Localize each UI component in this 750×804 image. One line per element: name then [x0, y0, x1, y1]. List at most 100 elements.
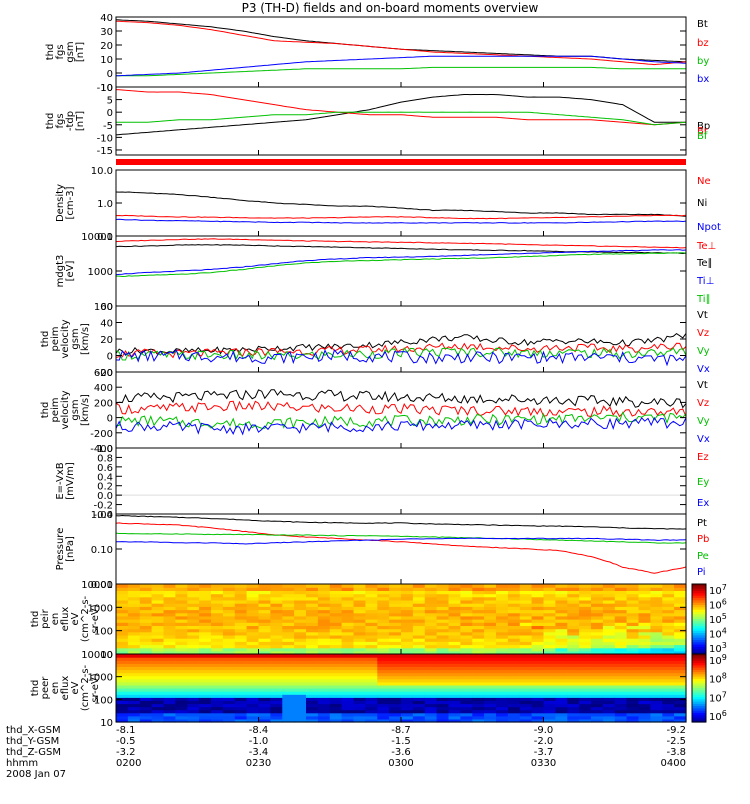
spectrogram-cell	[412, 703, 426, 708]
spectrogram-cell	[306, 638, 319, 642]
spectrogram-cell	[151, 675, 165, 680]
spectrogram-cell	[484, 672, 497, 677]
series-line-bz	[116, 20, 686, 66]
spectrogram-cell	[507, 593, 521, 598]
spectrogram-cell	[555, 619, 568, 623]
spectrogram-cell	[258, 688, 271, 692]
spectrogram-cell	[353, 609, 366, 614]
spectrogram-cell	[579, 619, 592, 623]
y-tick-label: 10	[100, 55, 113, 66]
spectrogram-cell	[234, 587, 248, 591]
spectrogram-cell	[211, 619, 224, 623]
spectrogram-cell	[591, 672, 604, 677]
spectrogram-cell	[484, 631, 497, 636]
legend-entry: Ex	[697, 498, 709, 509]
spectrogram-cell	[211, 657, 224, 661]
spectrogram-cell	[412, 634, 426, 639]
colorbar-swatch	[692, 628, 706, 632]
spectrogram-cell	[436, 684, 450, 689]
spectrogram-cell	[199, 599, 212, 604]
spectrogram-cell	[116, 715, 129, 720]
spectrogram-cell	[211, 599, 224, 604]
colorbar-swatch	[692, 706, 706, 709]
spectrogram-cell	[234, 712, 248, 717]
spectrogram-cell	[626, 615, 640, 620]
colorbar-swatch	[692, 598, 706, 601]
spectrogram-cell	[650, 678, 663, 683]
spectrogram-cell	[484, 599, 497, 604]
spectrogram-cell	[424, 628, 438, 633]
spectrogram-cell	[460, 709, 473, 714]
spectrogram-cell	[353, 657, 366, 661]
spectrogram-cell	[674, 650, 687, 655]
spectrogram-cell	[365, 641, 378, 646]
spectrogram-cell	[496, 631, 509, 636]
spectrogram-cell	[460, 593, 473, 598]
spectrogram-cell	[650, 641, 663, 646]
spectrogram-cell	[650, 638, 663, 642]
spectrogram-cell	[306, 584, 319, 588]
spectrogram-cell	[175, 688, 188, 692]
colorbar-swatch	[692, 647, 706, 650]
spectrogram-cell	[555, 706, 568, 711]
spectrogram-cell	[650, 703, 663, 708]
spectrogram-cell	[567, 669, 580, 674]
spectrogram-cell	[151, 684, 165, 689]
spectrogram-cell	[163, 622, 176, 626]
spectrogram-cell	[282, 603, 295, 607]
spectrogram-cell	[163, 715, 176, 720]
spectrogram-cell	[163, 628, 176, 633]
spectrogram-cell	[151, 666, 165, 671]
spectrogram-cell	[377, 634, 390, 639]
spectrogram-cell	[543, 638, 556, 642]
spectrogram-cell	[270, 663, 283, 667]
spectrogram-cell	[282, 587, 295, 591]
spectrogram-cell	[199, 641, 212, 646]
footer-y-gsm-value: -0.5	[116, 736, 136, 747]
spectrogram-cell	[353, 654, 366, 658]
y-axis-label-line: Pressure	[55, 528, 66, 571]
spectrogram-cell	[484, 638, 497, 642]
panel-3-traces	[116, 238, 686, 278]
spectrogram-cell	[151, 596, 165, 601]
spectrogram-cell	[602, 644, 616, 649]
spectrogram-cell	[472, 703, 485, 708]
spectrogram-cell	[163, 688, 176, 692]
spectrogram-cell	[139, 606, 153, 611]
spectrogram-cell	[306, 688, 319, 692]
spectrogram-cell	[591, 700, 604, 705]
footer-z-gsm-value: -3.2	[116, 747, 136, 758]
spectrogram-cell	[555, 657, 568, 661]
spectrogram-cell	[175, 715, 188, 720]
spectrogram-cell	[401, 584, 414, 588]
spectrogram-cell	[602, 681, 616, 686]
spectrogram-cell	[139, 715, 153, 720]
spectrogram-cell	[448, 612, 461, 617]
spectrogram-cell	[199, 638, 212, 642]
spectrogram-cell	[519, 694, 533, 698]
spectrogram-cell	[329, 703, 343, 708]
spectrogram-cell	[258, 606, 271, 611]
legend-entry: Bt	[697, 19, 708, 30]
colorbar-swatch	[692, 690, 706, 694]
spectrogram-cell	[294, 603, 307, 607]
spectrogram-cell	[163, 590, 176, 595]
spectrogram-cell	[412, 596, 426, 601]
spectrogram-cell	[472, 675, 485, 680]
spectrogram-cell	[484, 712, 497, 717]
footer-x-gsm-value: -8.4	[249, 725, 269, 736]
spectrogram-cell	[389, 663, 402, 667]
spectrogram-cell	[317, 599, 331, 604]
spectrogram-cell	[507, 641, 521, 646]
spectrogram-cell	[163, 684, 176, 689]
spectrogram-cell	[555, 675, 568, 680]
spectrogram-cell	[424, 703, 438, 708]
spectrogram-cell	[579, 628, 592, 633]
spectrogram-cell	[258, 663, 271, 667]
spectrogram-cell	[460, 657, 473, 661]
spectrogram-cell	[591, 688, 604, 692]
spectrogram-cell	[341, 684, 355, 689]
spectrogram-cell	[507, 678, 521, 683]
y-tick-label: -0.2	[93, 501, 113, 512]
spectrogram-cell	[412, 675, 426, 680]
